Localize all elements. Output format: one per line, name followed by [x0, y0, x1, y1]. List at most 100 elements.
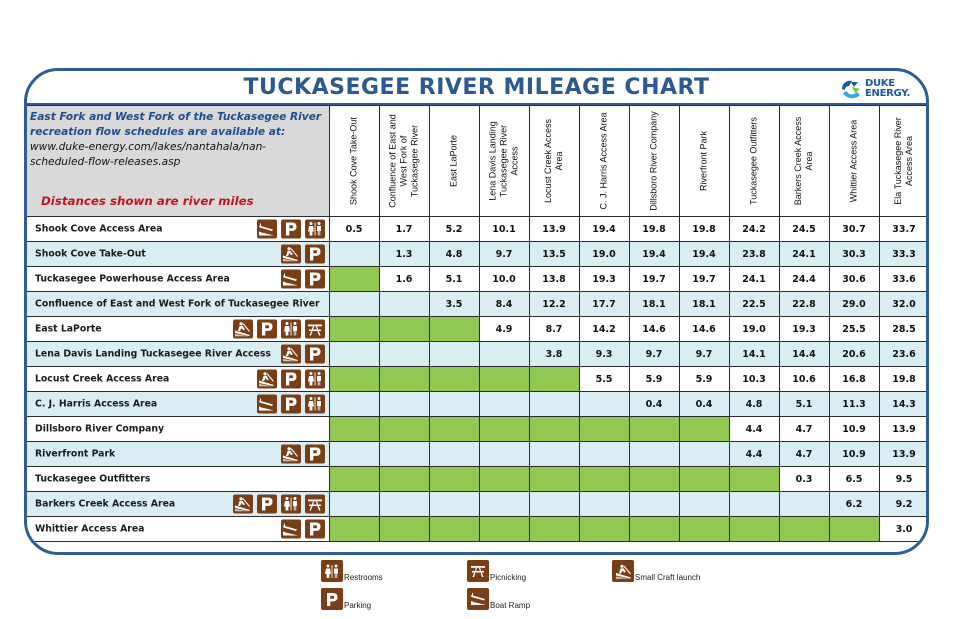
mileage-cell: 4.7: [778, 416, 830, 442]
location-name: Tuckasegee Outfitters: [35, 473, 151, 485]
row-label: Tuckasegee Outfitters: [27, 466, 330, 492]
mileage-cell: 8.4: [478, 291, 530, 317]
empty-cell: [428, 466, 480, 492]
mileage-cell: 14.1: [728, 341, 780, 367]
mileage-cell: 24.5: [778, 216, 830, 242]
mileage-cell: 14.6: [678, 316, 730, 342]
location-name: Lena Davis Landing Tuckasegee River Acce…: [35, 348, 271, 360]
row-label: Shook Cove Take-Out: [27, 241, 330, 267]
column-header: Whittier Access Area: [828, 105, 880, 217]
mileage-cell: 1.6: [378, 266, 430, 292]
empty-cell: [478, 391, 530, 417]
mileage-cell: 19.8: [628, 216, 680, 242]
legend-item-small-craft-launch: Small Craft launch: [612, 560, 700, 582]
row-label: East LaPorte: [27, 316, 330, 342]
mileage-cell: 9.2: [878, 491, 926, 517]
mileage-cell: 11.3: [828, 391, 880, 417]
mileage-cell: 0.4: [628, 391, 680, 417]
empty-cell: [478, 491, 530, 517]
empty-cell: [678, 441, 730, 467]
mileage-cell: 19.8: [878, 366, 926, 392]
mileage-cell: 9.7: [628, 341, 680, 367]
empty-cell: [328, 441, 380, 467]
duke-energy-logo-icon: [841, 80, 860, 99]
mileage-cell: 5.1: [778, 391, 830, 417]
parking-icon: [304, 519, 325, 539]
empty-cell: [528, 391, 580, 417]
logo-text-line1: DUKE: [864, 78, 895, 89]
mileage-cell: 3.8: [528, 341, 580, 367]
mileage-cell: 9.7: [678, 341, 730, 367]
icon-legend: Restrooms Picnicking Small Craft launch …: [0, 560, 976, 619]
location-name: C. J. Harris Access Area: [35, 398, 158, 410]
restrooms-icon: [304, 394, 325, 414]
row-label: C. J. Harris Access Area: [27, 391, 330, 417]
mileage-cell: 13.9: [528, 216, 580, 242]
mileage-cell: 14.4: [778, 341, 830, 367]
mileage-cell: 22.5: [728, 291, 780, 317]
parking-icon: [280, 369, 301, 389]
mileage-cell: 10.6: [778, 366, 830, 392]
info-line-1: East Fork and West Fork of the Tuckasege…: [30, 111, 322, 123]
mileage-cell: 14.2: [578, 316, 630, 342]
mileage-cell: 5.1: [428, 266, 480, 292]
empty-cell: [328, 341, 380, 367]
flow-schedule-url-line-1[interactable]: www.duke-energy.com/lakes/nantahala/nan-: [30, 141, 267, 153]
empty-cell: [628, 491, 680, 517]
empty-cell: [628, 416, 680, 442]
empty-cell: [428, 341, 480, 367]
mileage-cell: 18.1: [628, 291, 680, 317]
legend-item-restrooms: Restrooms: [321, 560, 383, 582]
mileage-cell: 4.4: [728, 416, 780, 442]
mileage-cell: 23.8: [728, 241, 780, 267]
mileage-cell: 30.6: [828, 266, 880, 292]
mileage-cell: 9.3: [578, 341, 630, 367]
mileage-cell: 3.5: [428, 291, 480, 317]
table-row: Shook Cove Access Area 0.5 1.7 5.2 10.1 13.9 1…: [27, 216, 926, 242]
empty-cell: [578, 466, 630, 492]
mileage-cell: 17.7: [578, 291, 630, 317]
mileage-cell: 4.8: [428, 241, 480, 267]
empty-cell: [378, 316, 430, 342]
mileage-cell: 6.5: [828, 466, 880, 492]
empty-cell: [528, 416, 580, 442]
small-craft-launch-icon: [232, 319, 253, 339]
amenity-icons: [280, 344, 325, 364]
column-header: Barkers Creek Access Area: [778, 105, 830, 217]
column-header: Confluence of East and West Fork of Tuck…: [378, 105, 430, 217]
empty-cell: [378, 491, 430, 517]
picnic-table-icon: [304, 494, 325, 514]
column-header: East LaPorte: [428, 105, 480, 217]
table-row: Locust Creek Access Area 5.5 5.9 5.9 10.3 10.…: [27, 366, 926, 392]
mileage-cell: 25.5: [828, 316, 880, 342]
mileage-chart-frame: TUCKASEGEE RIVER MILEAGE CHART DUKE ENER…: [24, 68, 929, 555]
row-label: Tuckasegee Powerhouse Access Area: [27, 266, 330, 292]
row-label: Confluence of East and West Fork of Tuck…: [27, 291, 330, 317]
empty-cell: [378, 341, 430, 367]
empty-cell: [478, 416, 530, 442]
river-miles-note: Distances shown are river miles: [41, 194, 254, 208]
logo-text-line2: ENERGY.: [864, 88, 910, 99]
mileage-cell: 33.3: [878, 241, 926, 267]
info-panel: East Fork and West Fork of the Tuckasege…: [27, 105, 330, 217]
empty-cell: [578, 391, 630, 417]
mileage-cell: 6.2: [828, 491, 880, 517]
location-name: Barkers Creek Access Area: [35, 498, 176, 510]
empty-cell: [378, 441, 430, 467]
small-craft-launch-icon: [280, 244, 301, 264]
picnic-table-icon: [467, 560, 489, 582]
mileage-cell: 14.6: [628, 316, 680, 342]
row-label: Shook Cove Access Area: [27, 216, 330, 242]
restrooms-icon: [304, 219, 325, 239]
flow-schedule-url-line-2[interactable]: scheduled-flow-releases.asp: [30, 156, 181, 168]
empty-cell: [528, 366, 580, 392]
boat-ramp-icon: [256, 394, 277, 414]
empty-cell: [378, 366, 430, 392]
mileage-cell: 8.7: [528, 316, 580, 342]
empty-cell: [578, 441, 630, 467]
empty-cell: [678, 416, 730, 442]
amenity-icons: [232, 494, 325, 514]
mileage-cell: 28.5: [878, 316, 926, 342]
mileage-cell: 19.7: [678, 266, 730, 292]
mileage-cell: 19.0: [728, 316, 780, 342]
